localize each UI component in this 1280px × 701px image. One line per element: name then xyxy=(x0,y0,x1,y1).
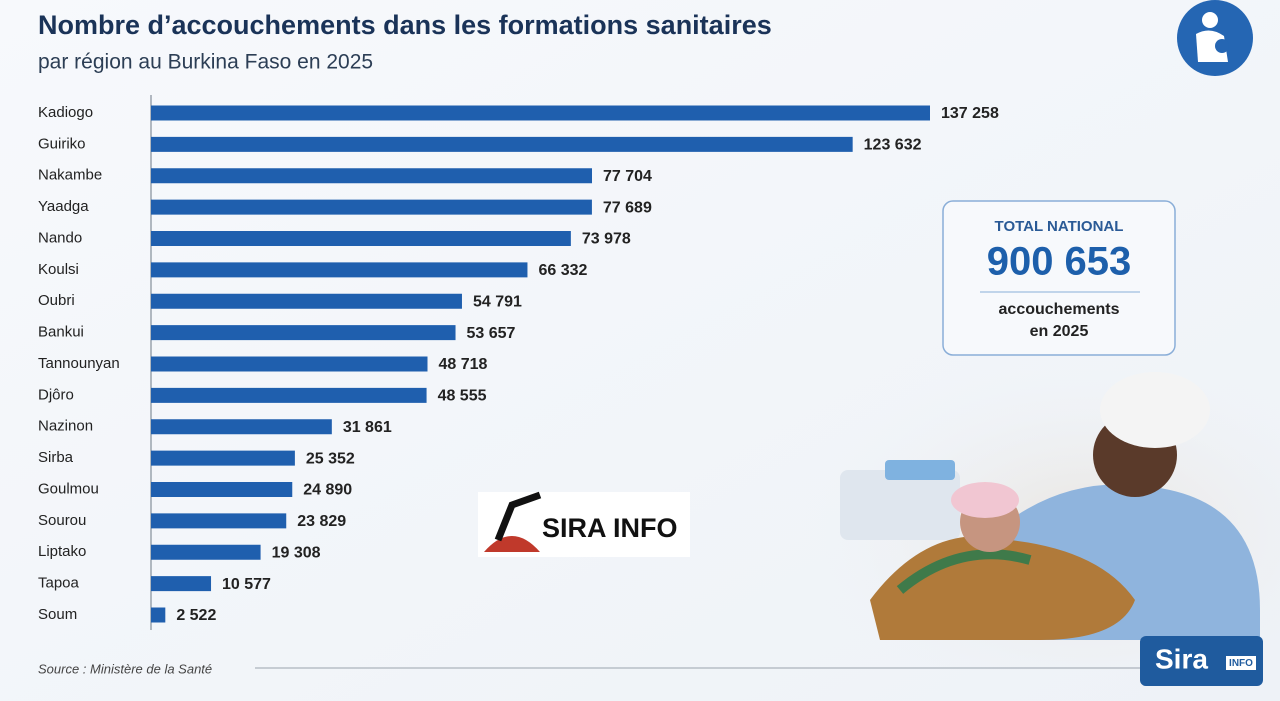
logo-name: Sira xyxy=(1155,643,1208,674)
value-label: 73 978 xyxy=(582,231,631,248)
value-label: 31 861 xyxy=(343,419,392,436)
bar xyxy=(151,607,166,623)
bar xyxy=(151,293,462,309)
category-label: Bankui xyxy=(38,324,84,341)
category-label: Oubri xyxy=(38,292,75,309)
value-label: 19 308 xyxy=(272,544,321,561)
bar xyxy=(151,105,930,121)
bar xyxy=(151,231,571,246)
value-label: 123 632 xyxy=(864,137,922,154)
logo-badge: INFO xyxy=(1229,658,1253,669)
category-label: Koulsi xyxy=(38,261,79,278)
watermark-text: SIRA INFO xyxy=(542,513,678,543)
category-label: Goulmou xyxy=(38,480,99,497)
value-label: 10 577 xyxy=(222,576,271,593)
bar xyxy=(151,387,427,403)
bar xyxy=(151,482,293,497)
value-label: 23 829 xyxy=(297,513,346,530)
value-label: 77 689 xyxy=(603,199,652,216)
chart-subtitle: par région au Burkina Faso en 2025 xyxy=(38,51,373,74)
total-value: 900 653 xyxy=(987,240,1132,284)
value-label: 25 352 xyxy=(306,450,355,467)
bar xyxy=(151,356,428,372)
category-label: Djôro xyxy=(38,386,74,403)
category-label: Soum xyxy=(38,606,77,623)
bar xyxy=(151,419,332,435)
bar xyxy=(151,325,456,341)
photo xyxy=(800,370,1280,670)
category-label: Sourou xyxy=(38,512,86,529)
bar xyxy=(151,168,593,184)
value-label: 2 522 xyxy=(176,607,216,624)
category-label: Nazinon xyxy=(38,418,93,435)
value-label: 53 657 xyxy=(467,325,516,342)
value-label: 48 555 xyxy=(438,388,487,405)
bar xyxy=(151,199,592,215)
category-label: Nakambe xyxy=(38,167,102,184)
icon xyxy=(1177,0,1253,76)
bar xyxy=(151,576,212,592)
category-label: Liptako xyxy=(38,543,86,560)
category-label: Kadiogo xyxy=(38,104,93,121)
source: Source : Ministère de la Santé xyxy=(38,661,212,676)
category-label: Guiriko xyxy=(38,135,86,152)
value-label: 77 704 xyxy=(603,168,652,185)
watermark: SIRA INFO xyxy=(478,491,690,557)
bar xyxy=(151,513,287,529)
total-box: TOTAL NATIONAL 900 653 accouchements en … xyxy=(942,200,1176,356)
category-label: Tannounyan xyxy=(38,355,120,372)
bar xyxy=(151,136,853,152)
total-caption: en 2025 xyxy=(1030,323,1089,340)
bar xyxy=(151,262,528,278)
total-frame xyxy=(942,200,1176,356)
value-label: 66 332 xyxy=(538,262,587,279)
total-heading: TOTAL NATIONAL xyxy=(995,218,1124,235)
bar xyxy=(151,544,261,560)
bar xyxy=(151,450,295,466)
value-label: 54 791 xyxy=(473,293,522,310)
value-label: 48 718 xyxy=(438,356,487,373)
total-caption: accouchements xyxy=(999,301,1120,318)
corner-logo: Sira INFO xyxy=(1140,636,1263,686)
value-label: 24 890 xyxy=(303,482,352,499)
chart-title: Nombre d’accouchements dans les formatio… xyxy=(38,10,772,40)
value-label: 137 258 xyxy=(941,105,999,122)
category-label: Tapoa xyxy=(38,575,80,592)
category-label: Sirba xyxy=(38,449,74,466)
category-label: Yaadga xyxy=(38,198,89,215)
category-label: Nando xyxy=(38,229,82,246)
